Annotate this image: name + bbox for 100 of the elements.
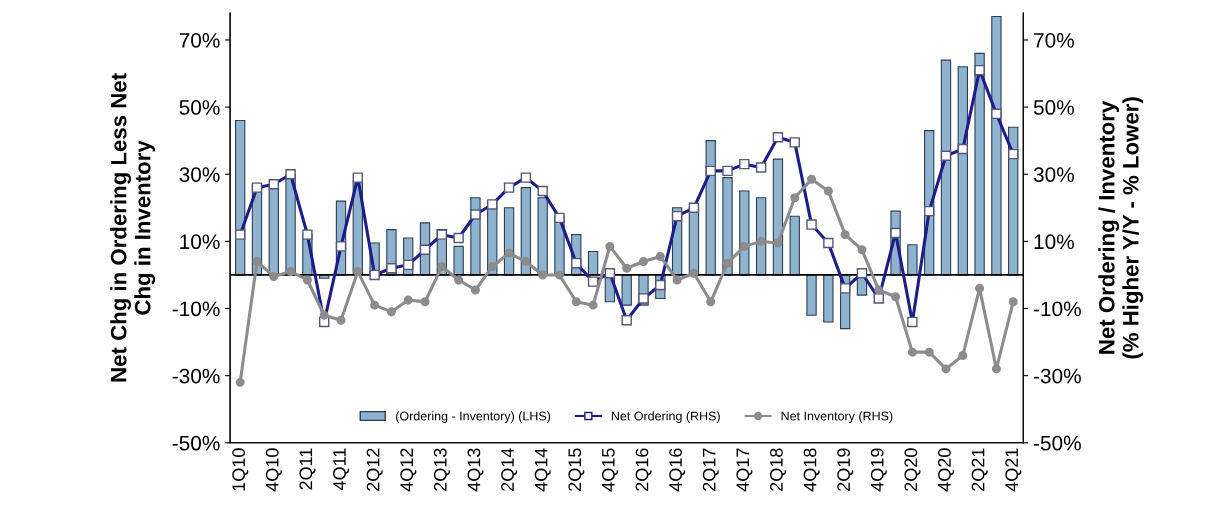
point xyxy=(269,272,279,282)
bar xyxy=(755,197,767,276)
point xyxy=(571,297,581,307)
x-tick-label: 1Q10 xyxy=(232,448,249,491)
point xyxy=(756,236,766,246)
bar xyxy=(1008,126,1019,276)
x-tick-label: 2Q19 xyxy=(837,448,854,491)
point xyxy=(891,292,901,302)
x-tick-label: 2Q15 xyxy=(568,448,585,491)
x-tick-label: 4Q17 xyxy=(736,448,753,492)
point xyxy=(991,364,1001,374)
bar xyxy=(587,250,599,276)
point xyxy=(504,248,514,258)
point xyxy=(538,270,548,280)
x-tick-label: 4Q19 xyxy=(870,448,887,492)
bar xyxy=(453,245,464,276)
x-tick-label: 4Q10 xyxy=(265,448,282,492)
legend-label: (Ordering - Inventory) (LHS) xyxy=(396,411,551,423)
point xyxy=(286,267,296,277)
bar xyxy=(907,244,918,276)
bar xyxy=(789,215,800,276)
point xyxy=(723,258,733,268)
point xyxy=(706,297,716,307)
point xyxy=(672,275,682,285)
bar xyxy=(705,140,716,276)
x-tick-label: 4Q18 xyxy=(803,448,820,492)
y-tick-label: 30% xyxy=(179,167,220,182)
point xyxy=(807,174,817,184)
point xyxy=(975,283,985,293)
bar xyxy=(621,274,632,306)
point xyxy=(840,230,850,240)
point xyxy=(605,241,615,251)
bar xyxy=(957,66,968,276)
point xyxy=(689,268,699,278)
point xyxy=(302,275,312,285)
x-tick-label: 4Q11 xyxy=(333,448,350,491)
point xyxy=(319,310,329,320)
x-tick-label: 4Q16 xyxy=(669,448,686,492)
y2-tick-label: -10% xyxy=(1033,301,1081,317)
bar xyxy=(991,15,1002,276)
bar xyxy=(806,274,817,316)
y2-tick-label: 30% xyxy=(1033,167,1074,182)
x-tick-label: 4Q15 xyxy=(601,448,618,492)
x-tick-label: 2Q13 xyxy=(433,448,450,491)
point xyxy=(874,285,884,295)
x-tick-label: 2Q14 xyxy=(501,448,518,491)
x-tick-label: 2Q17 xyxy=(702,448,719,491)
point xyxy=(823,186,833,196)
point xyxy=(370,300,380,310)
x-tick-label: 4Q21 xyxy=(1005,448,1022,492)
bar xyxy=(940,59,952,276)
y2-tick-label: -50% xyxy=(1033,435,1081,451)
point xyxy=(235,377,245,387)
y-tick-label: -30% xyxy=(172,368,220,384)
y-tick-label: 50% xyxy=(179,100,220,115)
point xyxy=(773,238,783,248)
bar xyxy=(537,197,548,276)
x-tick-label: 4Q13 xyxy=(467,448,484,492)
legend-label: Net Inventory (RHS) xyxy=(781,411,893,423)
x-tick-label: 2Q11 xyxy=(299,448,316,490)
point xyxy=(790,193,800,203)
point xyxy=(487,262,497,272)
x-tick-label: 2Q12 xyxy=(366,448,383,491)
point xyxy=(588,300,598,310)
point xyxy=(1008,297,1018,307)
point xyxy=(420,297,430,307)
point xyxy=(353,267,363,277)
point xyxy=(470,285,480,295)
point xyxy=(941,364,951,374)
y-tick-label: -10% xyxy=(172,301,220,317)
x-tick-label: 4Q12 xyxy=(400,448,417,492)
point xyxy=(454,275,464,285)
point xyxy=(252,256,262,267)
x-tick-label: 2Q18 xyxy=(770,448,787,491)
point xyxy=(857,245,867,255)
y2-tick-label: 50% xyxy=(1033,100,1074,115)
point xyxy=(437,262,447,272)
point xyxy=(521,256,531,267)
point xyxy=(386,307,396,317)
point xyxy=(638,256,649,267)
point xyxy=(554,270,564,280)
x-tick-label: 2Q20 xyxy=(904,448,921,491)
point xyxy=(907,347,917,357)
y-tick-label: 70% xyxy=(179,32,220,48)
y-tick-label: 10% xyxy=(180,234,220,250)
bar xyxy=(823,274,834,323)
bar xyxy=(772,158,784,276)
point xyxy=(655,251,665,261)
x-tick-label: 4Q20 xyxy=(938,448,955,492)
y-axis-title: Net Chg in Ordering Less Net Chg in Inventory xyxy=(110,73,156,382)
x-tick-label: 2Q16 xyxy=(635,448,652,491)
y2-tick-label: 70% xyxy=(1034,32,1074,48)
y2-tick-label: -30% xyxy=(1033,368,1081,384)
legend-label: Net Ordering (RHS) xyxy=(611,411,720,423)
x-tick-label: 4Q14 xyxy=(534,448,551,492)
bar xyxy=(974,52,985,276)
point xyxy=(403,295,413,305)
y-tick-label: -50% xyxy=(172,435,220,451)
bar xyxy=(520,187,532,276)
point xyxy=(336,315,346,325)
